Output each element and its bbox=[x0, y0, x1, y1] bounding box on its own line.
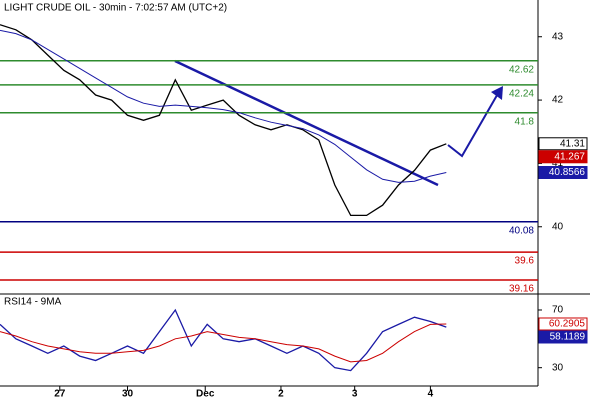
level-label: 39.6 bbox=[515, 256, 535, 267]
price-label-box bbox=[538, 330, 588, 344]
price-label: 41.31 bbox=[560, 138, 585, 149]
y-tick-label: 40 bbox=[552, 221, 564, 232]
series-line bbox=[0, 308, 447, 372]
price-label: 40.8566 bbox=[549, 167, 586, 178]
price-label-box bbox=[538, 317, 588, 331]
x-tick-label: 3 bbox=[352, 389, 358, 400]
series-line bbox=[0, 323, 447, 363]
y-tick-label: 70 bbox=[552, 305, 564, 316]
level-label: 42.62 bbox=[509, 64, 534, 75]
level-label: 39.16 bbox=[509, 284, 534, 295]
trend-line bbox=[174, 59, 439, 187]
x-tick-label: Dec bbox=[196, 389, 215, 400]
price-label: 60.2905 bbox=[549, 319, 586, 330]
level-label: 41.8 bbox=[515, 116, 535, 127]
y-tick-label: 41 bbox=[552, 158, 564, 169]
series-line bbox=[0, 24, 447, 217]
rsi-title: RSI14 - 9MA bbox=[4, 297, 62, 308]
price-label-box bbox=[538, 150, 588, 164]
x-tick-label: 2 bbox=[278, 389, 284, 400]
x-tick-label: 30 bbox=[122, 389, 134, 400]
y-tick-label: 30 bbox=[552, 362, 564, 373]
x-tick-label: 27 bbox=[54, 389, 66, 400]
chart-title: LIGHT CRUDE OIL - 30min - 7:02:57 AM (UT… bbox=[4, 3, 227, 14]
price-label: 41.267 bbox=[554, 151, 585, 162]
arrow-head bbox=[491, 86, 503, 100]
price-label-box bbox=[538, 166, 588, 180]
price-label: 58.1189 bbox=[550, 332, 586, 343]
x-tick-label: 4 bbox=[428, 389, 434, 400]
y-tick-label: 42 bbox=[552, 95, 564, 106]
level-label: 42.24 bbox=[509, 89, 534, 100]
y-tick-label: 43 bbox=[552, 31, 564, 42]
price-label-box bbox=[538, 137, 588, 151]
series-line bbox=[0, 29, 447, 183]
level-label: 40.08 bbox=[509, 225, 534, 236]
